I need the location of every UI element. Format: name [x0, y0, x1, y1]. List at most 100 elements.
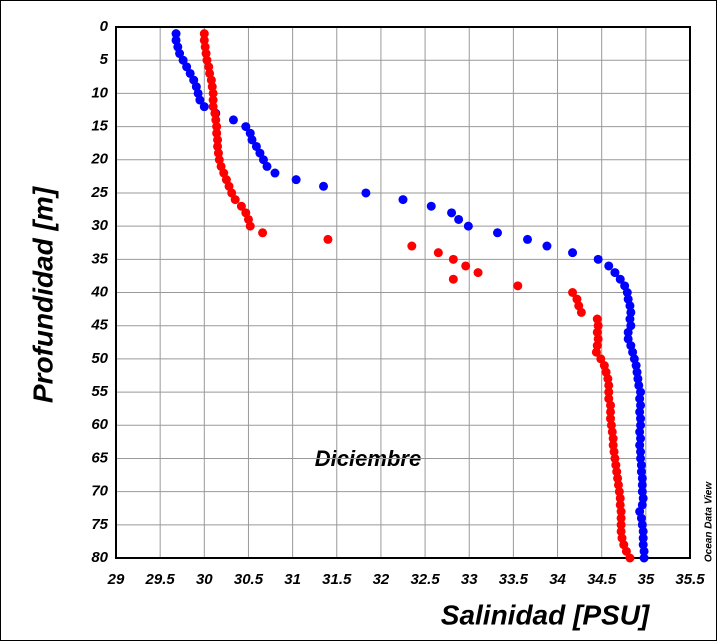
y-tick-label: 60	[91, 416, 108, 433]
point	[639, 553, 649, 563]
y-tick-label: 80	[91, 549, 108, 566]
point	[608, 440, 618, 450]
y-tick-label: 0	[100, 18, 109, 35]
point	[615, 274, 625, 284]
point	[178, 55, 188, 65]
point	[270, 168, 280, 178]
x-tick-label: 35.5	[675, 571, 705, 588]
point	[258, 228, 268, 238]
x-tick-label: 29.5	[145, 571, 176, 588]
point	[638, 533, 648, 543]
y-tick-label: 25	[90, 184, 108, 201]
point	[208, 95, 218, 105]
point	[615, 500, 625, 510]
point	[636, 460, 646, 470]
point	[433, 248, 443, 258]
point	[636, 447, 646, 457]
point	[473, 268, 483, 278]
point	[492, 228, 502, 238]
point	[636, 434, 646, 444]
point	[635, 427, 645, 437]
point	[247, 135, 257, 145]
point	[568, 248, 578, 258]
y-tick-label: 75	[91, 516, 108, 533]
point	[636, 513, 646, 523]
point	[593, 334, 603, 344]
point	[206, 75, 216, 85]
point	[637, 480, 647, 490]
point	[636, 400, 646, 410]
point	[211, 115, 221, 125]
point	[611, 460, 621, 470]
y-tick-label: 5	[100, 51, 109, 68]
point	[637, 520, 647, 530]
plot-frame	[115, 26, 691, 559]
y-tick-label: 45	[90, 317, 108, 334]
point	[636, 467, 646, 477]
point	[213, 148, 223, 158]
point	[613, 473, 623, 483]
x-tick-label: 32.5	[410, 571, 440, 588]
point	[607, 427, 617, 437]
point	[241, 122, 251, 132]
point	[592, 327, 602, 337]
point	[638, 526, 648, 536]
x-tick-label: 32	[373, 571, 390, 588]
point	[576, 307, 586, 317]
point	[204, 62, 214, 72]
point	[195, 95, 205, 105]
point	[593, 321, 603, 331]
point	[212, 128, 222, 138]
point	[208, 88, 218, 98]
point	[212, 122, 222, 132]
y-tick-label: 15	[91, 118, 108, 135]
point	[635, 440, 645, 450]
watermark: Ocean Data View	[704, 481, 715, 562]
y-axis-label: Profundidad [m]	[27, 185, 58, 403]
point	[592, 314, 602, 324]
point	[171, 29, 181, 39]
x-tick-label: 33.5	[499, 571, 529, 588]
y-tick-label: 55	[91, 383, 108, 400]
point	[448, 254, 458, 264]
point	[182, 62, 192, 72]
x-tick-label: 35	[638, 571, 655, 588]
point	[636, 453, 646, 463]
point	[319, 181, 329, 191]
point	[604, 261, 614, 271]
point	[625, 553, 635, 563]
x-tick-label: 31	[284, 571, 301, 588]
point	[245, 221, 255, 231]
point	[608, 434, 618, 444]
point	[591, 347, 601, 357]
point	[638, 540, 648, 550]
point	[636, 414, 646, 424]
point	[361, 188, 371, 198]
point	[461, 261, 471, 271]
point	[631, 361, 641, 371]
point	[398, 195, 408, 205]
point	[621, 546, 631, 556]
x-axis-label: Salinidad [PSU]	[441, 599, 651, 630]
point	[637, 487, 647, 497]
point	[523, 234, 533, 244]
point	[638, 493, 648, 503]
point	[210, 108, 220, 118]
point	[175, 49, 185, 59]
point	[606, 420, 616, 430]
point	[616, 513, 626, 523]
y-tick-label: 30	[91, 217, 108, 234]
point	[596, 354, 606, 364]
point	[635, 394, 645, 404]
point	[604, 387, 614, 397]
point	[604, 380, 614, 390]
point	[610, 453, 620, 463]
point	[616, 526, 626, 536]
point	[636, 420, 646, 430]
x-tick-label: 33	[461, 571, 478, 588]
point	[213, 135, 223, 145]
point	[185, 68, 195, 78]
point	[199, 102, 209, 112]
x-tick-label: 34	[549, 571, 566, 588]
point	[236, 201, 246, 211]
